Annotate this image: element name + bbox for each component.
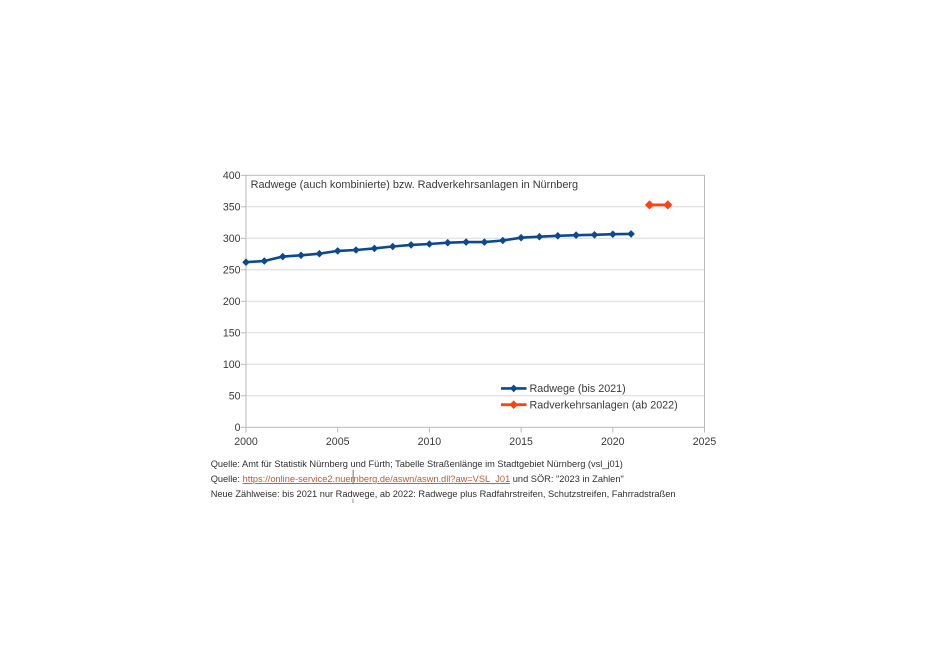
svg-text:2010: 2010 — [418, 436, 442, 448]
svg-text:Radwege (auch kombinierte) bzw: Radwege (auch kombinierte) bzw. Radverke… — [251, 179, 579, 191]
svg-text:2005: 2005 — [326, 436, 350, 448]
svg-text:Quelle: Amt für Statistik Nürn: Quelle: Amt für Statistik Nürnberg und F… — [211, 459, 623, 469]
svg-text:2020: 2020 — [601, 436, 625, 448]
svg-text:0: 0 — [235, 422, 241, 434]
svg-text:2015: 2015 — [509, 436, 533, 448]
svg-text:Quelle: https://online-service: Quelle: https://online-service2.nuernber… — [211, 474, 624, 484]
svg-text:Radverkehrsanlagen (ab 2022): Radverkehrsanlagen (ab 2022) — [530, 400, 678, 412]
svg-text:200: 200 — [223, 296, 241, 308]
svg-text:150: 150 — [223, 328, 241, 340]
svg-text:350: 350 — [223, 202, 241, 214]
svg-text:2025: 2025 — [693, 436, 717, 448]
svg-text:300: 300 — [223, 233, 241, 245]
svg-text:50: 50 — [229, 391, 241, 403]
svg-text:250: 250 — [223, 265, 241, 277]
svg-text:Neue Zählweise: bis 2021 nur R: Neue Zählweise: bis 2021 nur Radwege, ab… — [211, 489, 676, 499]
svg-text:2000: 2000 — [234, 436, 258, 448]
svg-text:400: 400 — [223, 170, 241, 182]
svg-text:100: 100 — [223, 359, 241, 371]
svg-text:Radwege (bis 2021): Radwege (bis 2021) — [530, 383, 626, 395]
